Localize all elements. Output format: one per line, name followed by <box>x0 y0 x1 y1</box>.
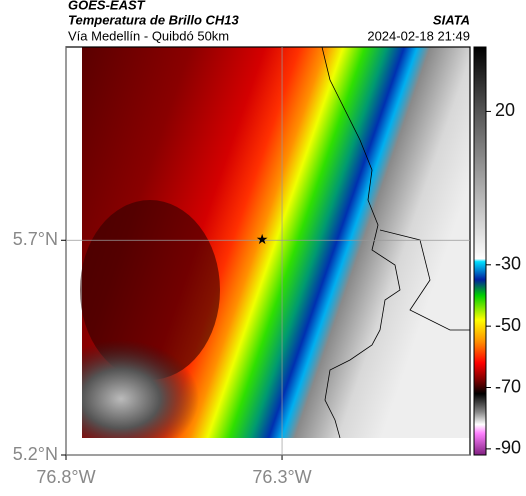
colorbar-tick-label: -50 <box>495 315 521 335</box>
colorbar-tick-label: -70 <box>495 376 521 396</box>
colorbar <box>473 46 487 456</box>
map <box>65 46 471 456</box>
boundary <box>321 46 401 439</box>
source: SIATA <box>433 12 470 27</box>
colorbar-tick-label: -30 <box>495 254 521 274</box>
colorbar-tick-label: -90 <box>495 438 521 458</box>
colorbar-tick-label: 20 <box>495 100 515 120</box>
datetime: 2024-02-18 21:49 <box>367 28 470 43</box>
title: Temperatura de Brillo CH13 <box>68 12 240 27</box>
x-tick-label: 76.8°W <box>36 467 95 487</box>
y-tick-label: 5.2°N <box>13 444 58 464</box>
subtitle: Vía Medellín - Quibdó 50km <box>68 28 229 43</box>
x-tick-label: 76.3°W <box>252 467 311 487</box>
y-tick-label: 5.7°N <box>13 229 58 249</box>
cold-cloud <box>80 200 220 380</box>
product: GOES-EAST <box>68 0 146 12</box>
site-marker: ★ <box>256 231 269 247</box>
cold-top <box>82 340 212 438</box>
